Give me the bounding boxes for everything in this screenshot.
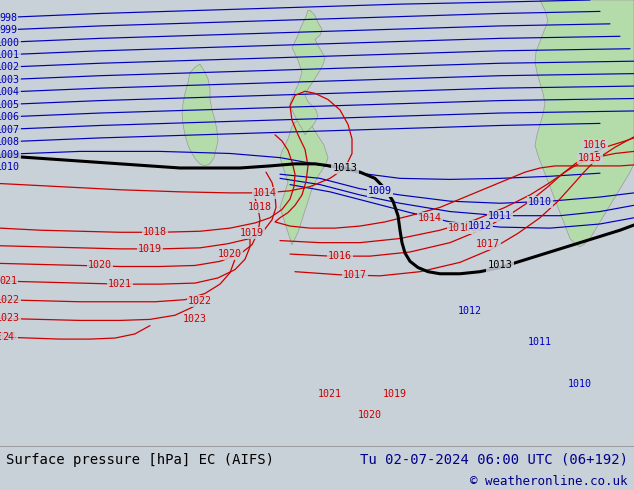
Text: 021: 021 (0, 276, 17, 286)
Text: 1023: 1023 (0, 313, 20, 323)
Text: 1019: 1019 (138, 244, 162, 254)
Text: 1011: 1011 (528, 337, 552, 347)
Text: 1009: 1009 (368, 186, 392, 196)
Text: 1019: 1019 (383, 389, 407, 399)
Text: 1015: 1015 (448, 223, 472, 233)
Text: 1010: 1010 (0, 162, 20, 172)
Text: 1018: 1018 (143, 227, 167, 237)
Text: 1000: 1000 (0, 38, 20, 48)
Text: 1019: 1019 (240, 228, 264, 238)
Text: Surface pressure [hPa] EC (AIFS): Surface pressure [hPa] EC (AIFS) (6, 453, 274, 467)
Text: 1008: 1008 (0, 137, 20, 147)
Text: 1004: 1004 (0, 87, 20, 98)
Text: 1010: 1010 (568, 379, 592, 389)
Text: 1016: 1016 (328, 251, 352, 261)
Text: 1011: 1011 (488, 211, 512, 220)
Text: 1002: 1002 (0, 62, 20, 73)
Text: 1009: 1009 (0, 149, 20, 160)
Text: 1009: 1009 (368, 186, 392, 196)
Polygon shape (280, 120, 328, 245)
Text: 1021: 1021 (108, 279, 132, 289)
Text: 1020: 1020 (358, 410, 382, 420)
Text: 1024: 1024 (0, 332, 17, 342)
Polygon shape (182, 64, 218, 166)
Text: 1014: 1014 (253, 188, 277, 198)
Text: Tu 02-07-2024 06:00 UTC (06+192): Tu 02-07-2024 06:00 UTC (06+192) (360, 453, 628, 467)
Text: 1005: 1005 (0, 100, 20, 110)
Text: 1020: 1020 (218, 249, 242, 259)
Text: 1022: 1022 (188, 296, 212, 306)
Polygon shape (290, 10, 325, 135)
Text: 1012: 1012 (458, 306, 482, 316)
Text: 1007: 1007 (0, 124, 20, 135)
Text: 1017: 1017 (343, 270, 367, 280)
Text: 1001: 1001 (0, 50, 20, 60)
Text: 1022: 1022 (0, 294, 20, 305)
Text: 24: 24 (2, 332, 14, 342)
Text: 1006: 1006 (0, 112, 20, 122)
Text: 1012: 1012 (468, 221, 492, 231)
Text: 1014: 1014 (418, 213, 442, 223)
Text: © weatheronline.co.uk: © weatheronline.co.uk (470, 475, 628, 489)
Text: 1013: 1013 (488, 261, 512, 270)
Text: 1020: 1020 (88, 261, 112, 270)
Text: 1023: 1023 (183, 315, 207, 324)
Text: 1003: 1003 (0, 75, 20, 85)
Text: 1017: 1017 (476, 239, 500, 249)
Polygon shape (535, 0, 634, 247)
Text: 1016: 1016 (583, 140, 607, 150)
Text: 998: 998 (0, 13, 17, 23)
Text: 1021: 1021 (318, 389, 342, 399)
Text: 999: 999 (0, 25, 17, 35)
Text: 1016: 1016 (460, 223, 484, 233)
Text: 1013: 1013 (332, 163, 358, 173)
Text: 1015: 1015 (578, 152, 602, 163)
Text: 1010: 1010 (528, 197, 552, 207)
Text: 1018: 1018 (248, 202, 272, 212)
